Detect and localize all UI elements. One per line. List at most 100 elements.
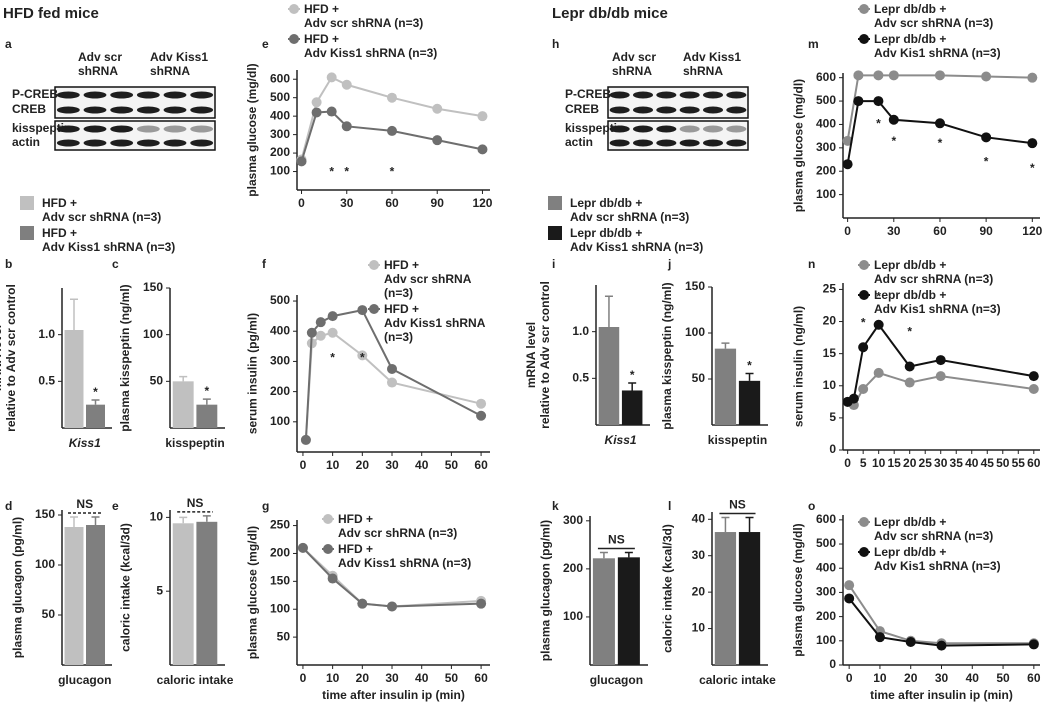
- blot-band: [656, 139, 677, 147]
- legend-label: HFD + Adv Kiss1 shRNA (n=3): [42, 226, 176, 254]
- x-tick-label: 35: [950, 456, 964, 470]
- data-point: [936, 640, 947, 651]
- blot-row-label: kisspeptin: [565, 121, 624, 135]
- bar: [86, 404, 105, 428]
- data-point: [1028, 639, 1039, 650]
- y-tick-label: 5: [829, 410, 836, 424]
- blot-band: [56, 139, 80, 147]
- blot-band: [136, 125, 160, 133]
- blot-band: [136, 139, 160, 147]
- y-tick-label: 250: [270, 518, 290, 532]
- data-point: [341, 79, 352, 90]
- legend-label: Lepr db/db + Adv scr shRNA (n=3): [874, 2, 994, 30]
- data-point: [981, 132, 992, 143]
- blot-band: [656, 106, 677, 114]
- y-tick-label: 20: [692, 584, 706, 598]
- data-point: [432, 103, 443, 114]
- legend-label-box: Lepr db/db + Adv Kis1 shRNA (n=3): [874, 288, 1001, 316]
- x-tick-label: 0: [844, 224, 851, 238]
- x-tick-label: 60: [474, 458, 488, 472]
- y-axis-label: plasma glucose (mg/dl): [791, 78, 805, 213]
- y-tick-label: 10: [823, 378, 837, 392]
- y-tick-label: 0: [829, 657, 836, 671]
- blot-band: [56, 91, 80, 99]
- panel-letter: e: [112, 499, 119, 513]
- x-axis-label: caloric intake: [157, 673, 234, 687]
- data-point: [311, 97, 322, 108]
- blot-band: [83, 91, 107, 99]
- y-tick-label: 600: [270, 71, 290, 85]
- x-tick-label: 30: [385, 458, 399, 472]
- y-tick-label: 0: [829, 442, 836, 456]
- data-point: [844, 580, 855, 591]
- x-tick-label: 60: [1027, 671, 1041, 685]
- blot-frame: [54, 120, 216, 151]
- data-point: [1027, 72, 1038, 83]
- y-tick-label: 15: [823, 346, 837, 360]
- legend-label-box: HFD + Adv scr shRNA (n=3): [338, 512, 458, 540]
- y-tick-label: 10: [150, 510, 164, 524]
- blot-row-label: kisspeptin: [12, 121, 71, 135]
- data-point: [296, 156, 307, 167]
- data-point: [874, 632, 885, 643]
- x-tick-label: 120: [1022, 224, 1042, 238]
- error-bar: [604, 295, 613, 327]
- y-axis-label: plasma glucagon (pg/ml): [10, 516, 24, 659]
- blot-band: [83, 125, 107, 133]
- y-tick-label: 40: [692, 511, 706, 525]
- blot-band: [190, 125, 214, 133]
- y-axis-label: serum insulin (ng/ml): [791, 305, 805, 428]
- annotation: *: [205, 384, 210, 398]
- y-tick-label: 400: [270, 323, 290, 337]
- legend-label: HFD + Adv scr shRNA (n=3): [338, 512, 458, 540]
- data-point: [300, 434, 311, 445]
- legend-marker: [289, 34, 299, 44]
- legend-marker: [20, 196, 34, 210]
- panel-letter: h: [552, 37, 559, 51]
- blot-column-label: Adv scr shRNA: [78, 50, 123, 78]
- y-tick-label: 5: [156, 583, 163, 597]
- blot-band: [110, 91, 134, 99]
- y-tick-label: 200: [270, 384, 290, 398]
- blot-column-label-box: Adv Kiss1 shRNA: [683, 50, 741, 78]
- panel-letter: l: [668, 499, 671, 513]
- y-tick-label: 0.5: [38, 374, 55, 388]
- x-tick-label: 50: [445, 671, 459, 685]
- legend-label-box: Lepr db/db + Adv scr shRNA (n=3): [874, 258, 993, 286]
- blot-band: [56, 106, 80, 114]
- legend-label: Lepr db/db + Adv Kiss1 shRNA (n=3): [570, 226, 704, 254]
- y-tick-label: 50: [150, 374, 164, 388]
- y-tick-label: 400: [270, 108, 290, 122]
- y-tick-label: 500: [816, 536, 836, 550]
- x-tick-label: 20: [904, 671, 918, 685]
- data-point: [476, 598, 487, 609]
- bar: [64, 330, 84, 428]
- panel-letter: i: [552, 257, 555, 271]
- blot-band: [703, 91, 723, 99]
- y-axis-label-box: plasma kisspeptin (ng/ml): [660, 282, 674, 430]
- y-axis-label-box: plasma glucose (mg/dl): [791, 78, 805, 213]
- x-tick-label: 60: [474, 671, 488, 685]
- bar: [617, 557, 640, 665]
- blot-band: [609, 106, 630, 114]
- y-tick-label: 400: [816, 117, 836, 131]
- x-tick-label: 50: [445, 458, 459, 472]
- y-tick-label: 100: [143, 327, 163, 341]
- annotation: *: [876, 289, 881, 303]
- y-axis-label-box: plasma glucose (mg/dl): [245, 63, 259, 196]
- legend-label: Lepr db/db + Adv scr shRNA (n=3): [570, 196, 690, 224]
- y-tick-label: 50: [692, 371, 706, 385]
- y-axis-label: plasma kisspeptin (ng/ml): [660, 282, 674, 430]
- blot-band: [163, 139, 187, 147]
- bar: [86, 525, 105, 665]
- bar: [621, 390, 643, 425]
- data-point: [981, 71, 992, 82]
- data-point: [311, 107, 322, 118]
- x-tick-label: 0: [298, 196, 305, 210]
- bar: [598, 327, 620, 425]
- blot-frame: [54, 86, 216, 119]
- y-axis-label-box: mRNA level relative to Adv scr control: [0, 284, 18, 432]
- y-axis-label: serum insulin (pg/ml): [245, 312, 259, 435]
- blot-column-label-box: Adv Kiss1 shRNA: [150, 50, 208, 78]
